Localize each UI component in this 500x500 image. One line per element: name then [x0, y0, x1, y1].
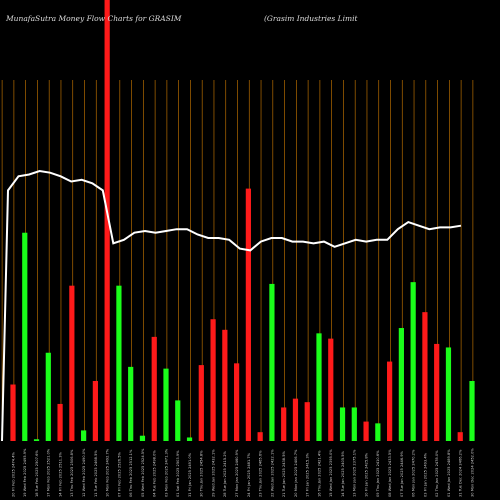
- x-tick-label: 14 Tue Jan 2025 2405.5%: [341, 450, 345, 497]
- x-tick-label: 17 Mon Feb 2025 2521.0%: [47, 448, 51, 497]
- x-tick-label: 20 Fri Feb 2025 2474.4%: [11, 451, 15, 497]
- x-tick-label: 02 Thu Jan 2025 2478.0%: [435, 450, 439, 497]
- x-tick-label: 07 Fri Feb 2025 2526.5%: [117, 451, 121, 497]
- bar-up: [339, 407, 346, 441]
- x-tick-label: 17 Fri Jan 2025 2415.3%: [306, 452, 310, 497]
- bar-down: [10, 384, 16, 441]
- x-tick-label: 16 Thu Jan 2025 2421.4%: [317, 450, 321, 497]
- x-tick-label: 30 Mon Dec 2024 2452.0%: [470, 448, 474, 497]
- bar-up: [445, 347, 452, 441]
- chart-title: MunafaSutra Money Flow Charts for GRASIM: [5, 14, 182, 23]
- bar-up: [128, 366, 134, 441]
- bar-up: [22, 232, 28, 441]
- x-tick-label: 05 Wed Feb 2025 2524.5%: [141, 448, 145, 497]
- bar-up: [116, 285, 122, 441]
- bar-down: [328, 338, 334, 441]
- x-tick-label: 06 Thu Feb 2025 2512.1%: [129, 449, 133, 497]
- bar-up: [375, 423, 381, 441]
- money-flow-line: [1, 169, 462, 442]
- x-tick-label: 31 Fri Jan 2025 2491.0%: [188, 452, 192, 497]
- x-tick-label: 08 Wed Jan 2025 2433.5%: [388, 449, 392, 497]
- bar-up: [469, 380, 475, 441]
- bar-down: [292, 398, 299, 441]
- bar-up: [33, 439, 40, 442]
- x-tick-label: 10 Fri Jan 2025 2425.8%: [364, 452, 368, 497]
- bar-down: [304, 402, 310, 441]
- bar-down: [210, 319, 216, 441]
- bar-up: [163, 368, 169, 441]
- x-tick-label: 27 Mon Jan 2025 2460.9%: [235, 449, 239, 497]
- x-tick-label: 19 Wed Feb 2025 2495.9%: [23, 448, 27, 497]
- bar-down: [69, 285, 75, 441]
- chart-subtitle: (Grasim Industries Limit: [264, 14, 359, 23]
- bar-down: [257, 432, 263, 442]
- x-tick-label: 23 Thu Jan 2025 2465.6%: [259, 450, 263, 497]
- bar-up: [351, 407, 357, 441]
- x-tick-label: 12 Wed Feb 2025 2490.0%: [82, 448, 86, 497]
- bar-up: [398, 328, 404, 441]
- bar-down: [234, 363, 240, 441]
- bar-up: [186, 437, 193, 441]
- x-tick-label: 04 Tue Feb 2025 2498.0%: [153, 450, 157, 497]
- bar-down: [422, 312, 428, 441]
- bar-down: [92, 380, 98, 441]
- bar-down: [151, 336, 157, 441]
- x-tick-label: 13 Mon Jan 2025 2375.1%: [353, 449, 357, 497]
- bar-down: [57, 403, 63, 441]
- bar-down: [387, 361, 393, 441]
- x-tick-label: 20 Mon Jan 2025 2406.7%: [294, 449, 298, 497]
- bar-down: [434, 343, 440, 442]
- x-tick-label: 03 Fri Jan 2025 2493.4%: [423, 452, 427, 497]
- bar-down: [457, 432, 463, 442]
- bar-up: [410, 282, 416, 441]
- x-tick-label: 06 Mon Jan 2025 2470.2%: [412, 449, 416, 497]
- bar-up: [45, 352, 51, 441]
- bar-down: [198, 365, 204, 441]
- x-tick-label: 21 Tue Jan 2025 2438.5%: [282, 450, 286, 497]
- x-tick-label: 30 Thu Jan 2025 2454.8%: [200, 450, 204, 497]
- x-tick-label: 03 Mon Feb 2025 2471.3%: [164, 448, 168, 497]
- x-tick-labels: 20 Fri Feb 2025 2474.4% 19 Wed Feb 2025 2…: [11, 448, 474, 497]
- bar-down: [245, 188, 251, 441]
- bar-up: [269, 283, 275, 441]
- x-tick-label: 07 Tue Jan 2025 2446.9%: [400, 450, 404, 497]
- bar-down: [222, 329, 228, 442]
- x-tick-label: 11 Tue Feb 2025 2468.5%: [94, 450, 98, 497]
- x-tick-label: 22 Wed Jan 2025 2422.1%: [270, 449, 274, 497]
- bar-down: [363, 421, 369, 441]
- x-tick-label: 28 Tue Jan 2025 2415.2%: [223, 450, 227, 497]
- x-tick-label: 29 Wed Jan 2025 2432.1%: [211, 449, 215, 497]
- x-tick-label: 01 Sat Feb 2025 2503.9%: [176, 450, 180, 497]
- bar-down: [281, 407, 287, 441]
- x-tick-label: 18 Tue Feb 2025 2507.6%: [35, 450, 39, 497]
- x-tick-label: 14 Fri Feb 2025 2511.3%: [58, 451, 62, 497]
- x-tick-label: 31 Tue Dec 2024 2466.2%: [459, 449, 463, 497]
- bar-down: [104, 0, 110, 441]
- x-tick-label: 24 Fri Jan 2025 2481.7%: [247, 452, 251, 497]
- x-tick-label: 13 Thu Feb 2025 2506.8%: [70, 449, 74, 497]
- bar-up: [139, 435, 146, 441]
- bar-up: [81, 430, 87, 441]
- bar-series: [10, 0, 475, 442]
- x-tick-label: 09 Thu Jan 2025 2410.6%: [376, 450, 380, 497]
- x-tick-label: 15 Wed Jan 2025 2395.0%: [329, 449, 333, 497]
- x-tick-label: 10 Mon Feb 2025 2492.7%: [106, 448, 110, 497]
- x-tick-label: 01 Wed Jan 2025 2489.8%: [447, 449, 451, 497]
- bar-up: [175, 400, 181, 441]
- bar-up: [316, 333, 322, 441]
